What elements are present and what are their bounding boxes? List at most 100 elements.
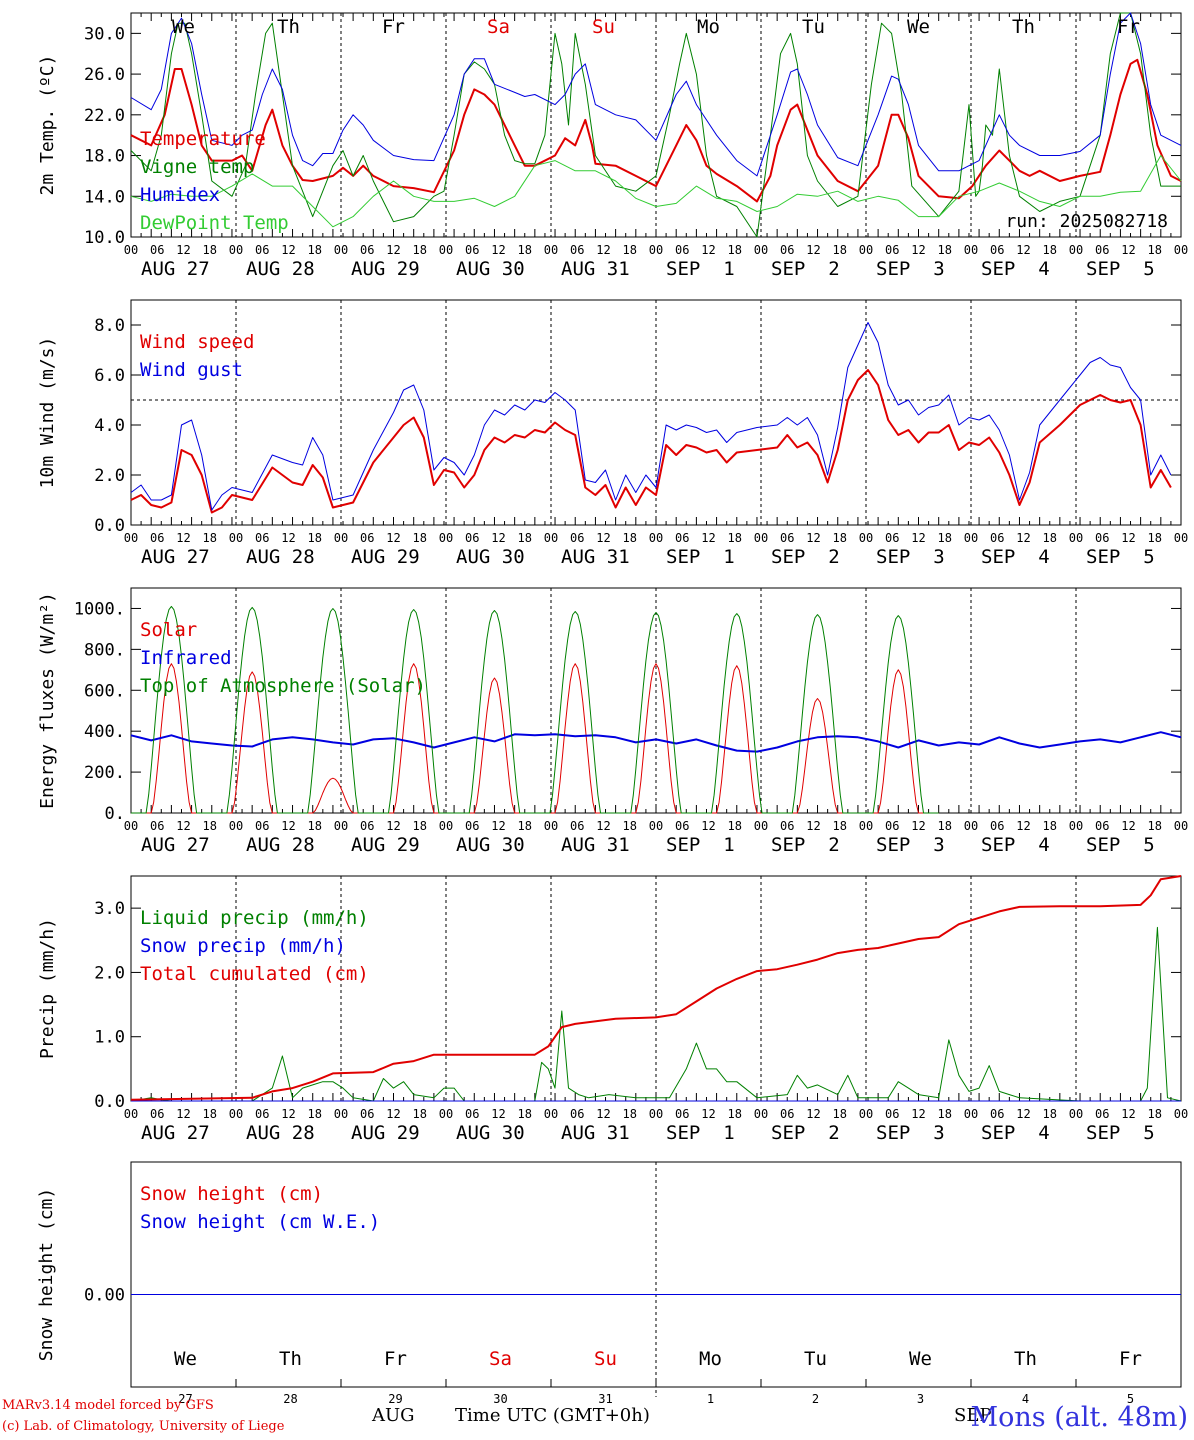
hour-tick-label: 06 bbox=[885, 819, 899, 833]
date-label: SEP 3 bbox=[876, 834, 945, 856]
hour-tick-label: 00 bbox=[124, 1107, 138, 1121]
hour-tick-label: 18 bbox=[1043, 243, 1057, 257]
y-tick-label: 8.0 bbox=[94, 316, 125, 336]
hour-tick-label: 18 bbox=[623, 243, 637, 257]
hour-tick-label: 06 bbox=[675, 243, 689, 257]
hour-tick-label: 06 bbox=[675, 1107, 689, 1121]
weekday-label: Su bbox=[594, 1348, 617, 1370]
legend-entry: Liquid precip (mm/h) bbox=[140, 907, 369, 929]
legend-entry: Snow precip (mm/h) bbox=[140, 935, 346, 957]
y-tick-label: 600. bbox=[84, 681, 125, 701]
date-label: SEP 5 bbox=[1086, 546, 1155, 568]
hour-tick-label: 00 bbox=[439, 531, 453, 545]
hour-tick-label: 06 bbox=[780, 243, 794, 257]
hour-tick-label: 06 bbox=[360, 243, 374, 257]
hour-tick-label: 12 bbox=[1121, 819, 1135, 833]
day-number: 30 bbox=[493, 1392, 507, 1406]
weekday-label: Th bbox=[279, 1348, 302, 1370]
hour-tick-label: 12 bbox=[491, 243, 505, 257]
hour-tick-label: 06 bbox=[1095, 1107, 1109, 1121]
legend-entry: Humidex bbox=[140, 184, 220, 206]
hour-tick-label: 18 bbox=[938, 819, 952, 833]
hour-tick-label: 00 bbox=[544, 1107, 558, 1121]
hour-tick-label: 18 bbox=[728, 531, 742, 545]
hour-tick-label: 18 bbox=[728, 1107, 742, 1121]
hour-tick-label: 18 bbox=[308, 531, 322, 545]
hour-tick-label: 00 bbox=[1069, 243, 1083, 257]
hour-tick-label: 18 bbox=[623, 1107, 637, 1121]
hour-tick-label: 18 bbox=[518, 243, 532, 257]
day-number: 2 bbox=[812, 1392, 819, 1406]
weekday-label: Su bbox=[592, 16, 615, 38]
weekday-label: Fr bbox=[1117, 16, 1140, 38]
hour-tick-label: 06 bbox=[780, 819, 794, 833]
y-tick-label: 14.0 bbox=[84, 187, 125, 207]
hour-tick-label: 00 bbox=[754, 1107, 768, 1121]
legend-entry: Infrared bbox=[140, 647, 232, 669]
date-label: AUG 29 bbox=[351, 546, 420, 568]
hour-tick-label: 12 bbox=[911, 243, 925, 257]
hour-tick-label: 12 bbox=[281, 1107, 295, 1121]
hour-tick-label: 18 bbox=[1148, 243, 1162, 257]
hour-tick-label: 12 bbox=[491, 531, 505, 545]
hour-tick-label: 18 bbox=[623, 819, 637, 833]
hour-tick-label: 12 bbox=[911, 1107, 925, 1121]
hour-tick-label: 12 bbox=[806, 1107, 820, 1121]
hour-tick-label: 18 bbox=[1148, 1107, 1162, 1121]
hour-tick-label: 12 bbox=[176, 531, 190, 545]
weekday-label: Tu bbox=[804, 1348, 827, 1370]
station-name: Mons (alt. 48m) bbox=[970, 1402, 1188, 1433]
hour-tick-label: 06 bbox=[990, 531, 1004, 545]
energy-frame bbox=[130, 587, 1182, 814]
weekday-label: Fr bbox=[382, 16, 405, 38]
hour-tick-label: 06 bbox=[150, 531, 164, 545]
precip-series-2 bbox=[130, 875, 1182, 1101]
hour-tick-label: 12 bbox=[281, 243, 295, 257]
y-axis-label: 10m Wind (m/s) bbox=[37, 337, 58, 489]
hour-tick-label: 00 bbox=[964, 531, 978, 545]
date-label: AUG 27 bbox=[141, 546, 210, 568]
date-label: AUG 28 bbox=[246, 546, 315, 568]
hour-tick-label: 06 bbox=[465, 531, 479, 545]
hour-tick-label: 06 bbox=[570, 819, 584, 833]
wind-series-0 bbox=[130, 369, 1172, 514]
hour-tick-label: 00 bbox=[229, 531, 243, 545]
hour-tick-label: 18 bbox=[308, 243, 322, 257]
hour-tick-label: 06 bbox=[885, 531, 899, 545]
hour-tick-label: 06 bbox=[255, 243, 269, 257]
date-label: SEP 4 bbox=[981, 834, 1050, 856]
date-label: SEP 4 bbox=[981, 1122, 1050, 1144]
hour-tick-label: 12 bbox=[386, 531, 400, 545]
date-label: SEP 1 bbox=[666, 546, 735, 568]
date-label: SEP 2 bbox=[771, 834, 840, 856]
date-label: SEP 1 bbox=[666, 1122, 735, 1144]
hour-tick-label: 18 bbox=[728, 243, 742, 257]
date-label: AUG 27 bbox=[141, 834, 210, 856]
date-label: AUG 30 bbox=[456, 546, 525, 568]
legend-entry: Wind speed bbox=[140, 331, 254, 353]
weekday-label: We bbox=[174, 1348, 197, 1370]
date-label: AUG 31 bbox=[561, 258, 630, 280]
weekday-label: We bbox=[909, 1348, 932, 1370]
date-label: SEP 1 bbox=[666, 258, 735, 280]
weekday-label: Th bbox=[1014, 1348, 1037, 1370]
hour-tick-label: 06 bbox=[360, 531, 374, 545]
hour-tick-label: 18 bbox=[833, 243, 847, 257]
hour-tick-label: 00 bbox=[1174, 531, 1188, 545]
hour-tick-label: 06 bbox=[150, 819, 164, 833]
hour-tick-label: 12 bbox=[176, 819, 190, 833]
hour-tick-label: 06 bbox=[255, 531, 269, 545]
hour-tick-label: 12 bbox=[386, 819, 400, 833]
hour-tick-label: 00 bbox=[649, 243, 663, 257]
temperature-series-0 bbox=[130, 58, 1182, 203]
y-axis-label: Energy fluxes (W/m²) bbox=[37, 592, 58, 809]
hour-tick-label: 06 bbox=[360, 1107, 374, 1121]
legend-entry: Total cumulated (cm) bbox=[140, 963, 369, 985]
hour-tick-label: 00 bbox=[649, 531, 663, 545]
weekday-label: Sa bbox=[489, 1348, 512, 1370]
hour-tick-label: 06 bbox=[255, 1107, 269, 1121]
hour-tick-label: 00 bbox=[229, 243, 243, 257]
hour-tick-label: 12 bbox=[176, 243, 190, 257]
hour-tick-label: 18 bbox=[833, 1107, 847, 1121]
hour-tick-label: 00 bbox=[754, 819, 768, 833]
